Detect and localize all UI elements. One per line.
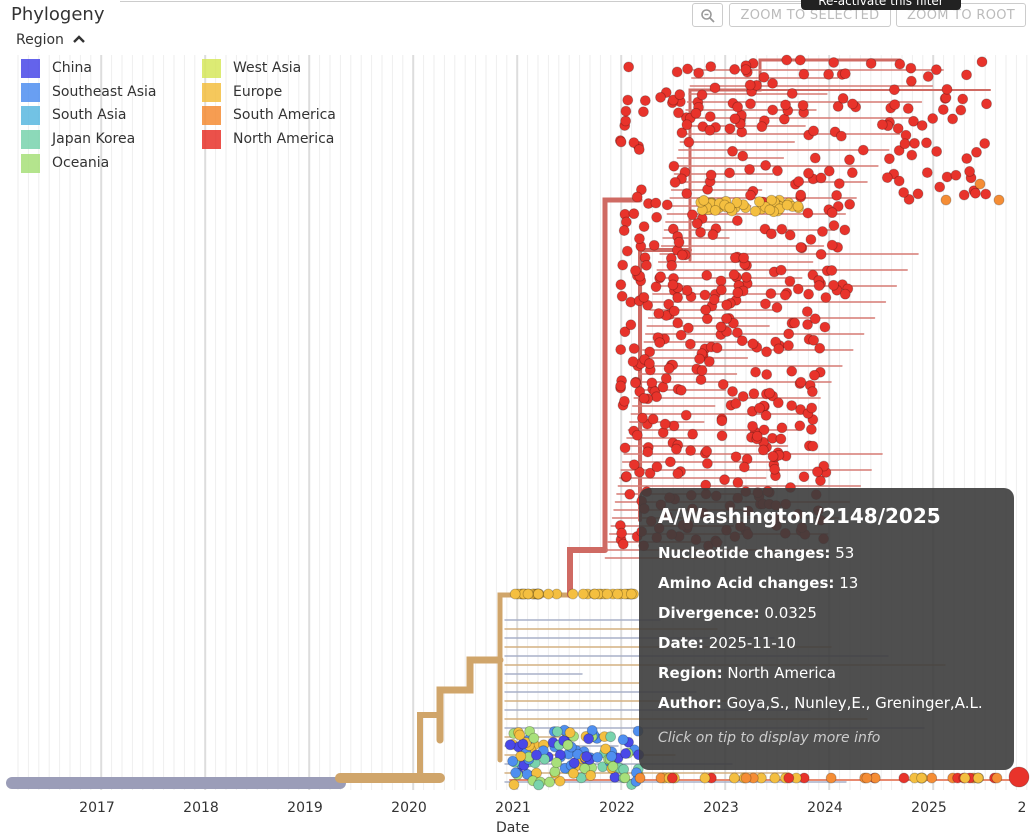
axis-tick-label: 2022: [599, 800, 635, 816]
tooltip-row: Divergence: 0.0325: [658, 598, 995, 628]
tooltip-row: Region: North America: [658, 658, 995, 688]
legend-label: Southeast Asia: [52, 84, 157, 100]
axis-tick-label: 2: [1017, 800, 1027, 816]
panel-top-border: [120, 1, 932, 2]
tooltip-row-value: North America: [727, 664, 836, 682]
tooltip-row-value: 0.0325: [764, 604, 817, 622]
legend-label: West Asia: [233, 60, 302, 76]
axis-tick-label: 2025: [911, 800, 947, 816]
axis-tick-label: 2020: [391, 800, 427, 816]
tip-info-tooltip: A/Washington/2148/2025 Nucleotide change…: [639, 488, 1014, 770]
tooltip-row-key: Nucleotide changes:: [658, 544, 831, 562]
legend-swatch: [202, 59, 221, 78]
legend-label: South America: [233, 107, 336, 123]
tooltip-row-value: 53: [835, 544, 855, 562]
tooltip-row-key: Divergence:: [658, 604, 760, 622]
axis-tick-label: 2017: [79, 800, 115, 816]
axis-tick-label: 2021: [495, 800, 531, 816]
legend-swatch: [21, 106, 40, 125]
time-gridlines: [17, 55, 1028, 790]
tooltip-row-value: 13: [839, 574, 859, 592]
axis-tick-label: 2023: [703, 800, 739, 816]
axis-tick-label: 2019: [287, 800, 323, 816]
legend-title-label: Region: [16, 32, 64, 48]
zoom-out-icon: [700, 9, 715, 23]
tooltip-row-key: Author:: [658, 694, 722, 712]
legend-label: Europe: [233, 84, 283, 100]
legend-label: China: [52, 60, 92, 76]
panel-title: Phylogeny: [11, 4, 105, 25]
legend-swatch: [21, 83, 40, 102]
tooltip-row-value: 2025-11-10: [708, 634, 796, 652]
zoom-out-button[interactable]: [692, 3, 723, 27]
zoom-to-root-button[interactable]: ZOOM TO ROOT: [896, 3, 1026, 27]
tooltip-row-key: Amino Acid changes:: [658, 574, 835, 592]
tooltip-row-value: Goya,S., Nunley,E., Greninger,A.L.: [726, 694, 983, 712]
axis-tick-label: 2024: [807, 800, 843, 816]
tooltip-row: Amino Acid changes: 13: [658, 568, 995, 598]
reactivate-filter-tooltip: Re-activate this filter: [801, 0, 961, 10]
tree-tips: [504, 54, 1030, 791]
legend-swatch: [21, 130, 40, 149]
tooltip-row: Date: 2025-11-10: [658, 628, 995, 658]
legend-swatch: [21, 154, 40, 173]
legend-label: Japan Korea: [52, 131, 136, 147]
tooltip-row: Nucleotide changes: 53: [658, 538, 995, 568]
tooltip-row-key: Date:: [658, 634, 704, 652]
legend-label: Oceania: [52, 155, 110, 171]
tooltip-row-key: Region:: [658, 664, 723, 682]
tooltip-strain-name: A/Washington/2148/2025: [658, 504, 941, 528]
legend-swatch: [21, 59, 40, 78]
legend-title[interactable]: Region: [16, 32, 86, 48]
tooltip-row: Author: Goya,S., Nunley,E., Greninger,A.…: [658, 688, 995, 718]
axis-title: Date: [496, 820, 530, 836]
legend-label: North America: [233, 131, 335, 147]
legend-swatch: [202, 83, 221, 102]
legend-swatch: [202, 130, 221, 149]
chevron-up-icon[interactable]: [72, 34, 86, 44]
legend-label: South Asia: [52, 107, 127, 123]
axis-tick-label: 2018: [183, 800, 219, 816]
tooltip-hint: Click on tip to display more info: [658, 730, 881, 746]
legend-swatch: [202, 106, 221, 125]
